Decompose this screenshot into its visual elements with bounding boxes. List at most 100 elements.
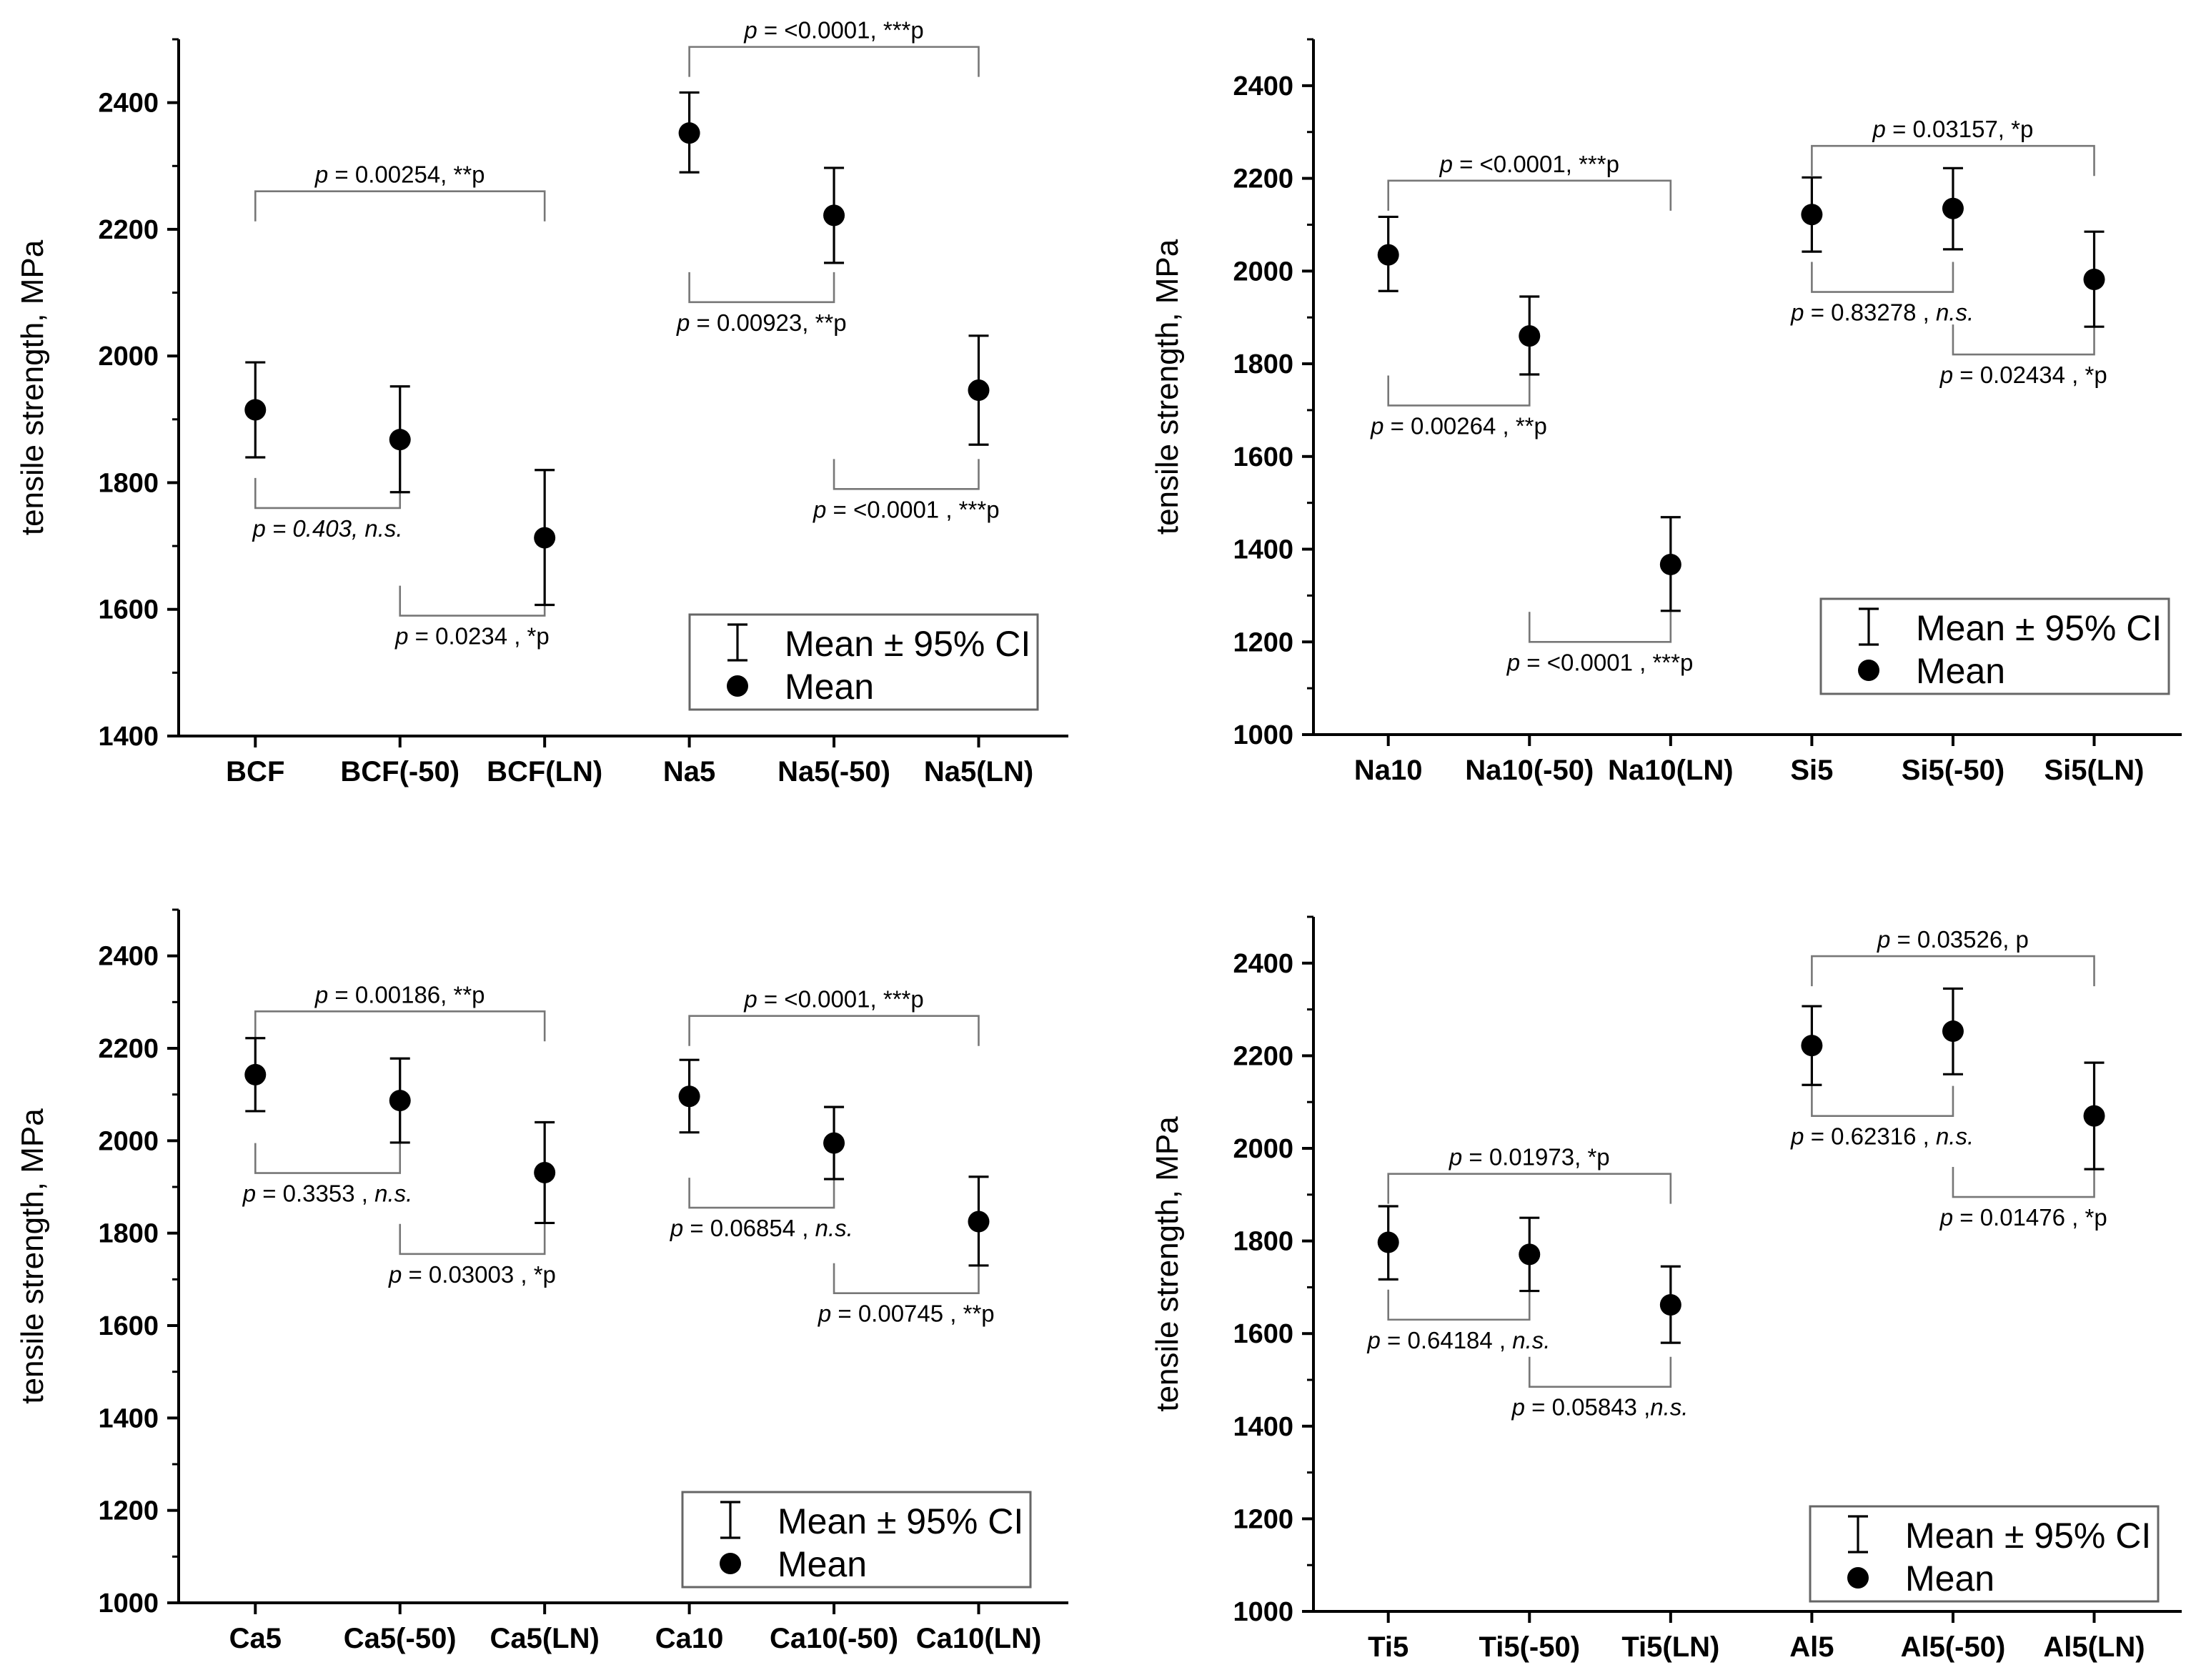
y-tick-label: 1000 [98,1589,159,1619]
significance-bracket: p = 0.0234 , *p [394,585,550,650]
significance-bracket: p = 0.00254, **p [254,161,546,222]
data-point-group [2083,1061,2105,1170]
y-tick-label: 2200 [1233,164,1293,194]
legend-entry-ci: Mean ± 95% CI [785,624,1030,664]
significance-bracket: p = 0.01973, *p [1387,1144,1672,1204]
y-tick-label: 1800 [98,1219,159,1249]
bracket-line [688,1015,980,1046]
mean-point [534,527,556,549]
y-tick-label: 1600 [1233,442,1293,472]
x-tick-label: Na10(LN) [1608,755,1734,786]
y-tick-label: 1600 [98,595,159,625]
mean-point [678,1085,700,1108]
legend-errorbar-icon [1848,1515,1868,1554]
mean-point [1519,325,1541,347]
bracket-line [399,585,546,617]
y-tick-label: 1200 [1233,1504,1293,1534]
legend-entry-ci: Mean ± 95% CI [1916,608,2162,648]
data-point-group [1519,295,1541,376]
significance-bracket: p = 0.05843 ,n.s. [1511,1356,1688,1421]
data-point-group [389,1057,411,1144]
y-tick-label: 1600 [98,1311,159,1341]
bracket-line [688,272,835,304]
x-tick-label: Na5(-50) [777,756,890,787]
x-tick-label: Ca10 [655,1623,724,1654]
mean-point [2083,269,2105,291]
y-tick-label: 1200 [98,1496,159,1526]
p-value-label: p = <0.0001 , ***p [1506,649,1694,675]
data-point-group [1801,176,1823,253]
p-value-label: p = 0.00186, **p [314,981,485,1008]
p-value-label: p = 0.02434 , *p [1939,362,2107,388]
p-value-label: p = 0.03157, *p [1872,116,2034,142]
mean-point [968,1211,990,1233]
mean-point [1942,1020,1964,1043]
y-tick-label: 2200 [1233,1041,1293,1071]
y-tick-label: 2200 [98,1034,159,1064]
mean-point [1942,197,1964,219]
x-tick-label: Ca5(-50) [344,1623,457,1654]
y-tick-label: 1400 [98,722,159,752]
y-tick-label: 2000 [1233,1134,1293,1164]
p-value-label: p = 0.62316 , n.s. [1790,1123,1974,1150]
data-point-group [1659,1265,1681,1344]
p-value-label: p = 0.03003 , *p [388,1261,556,1288]
p-value-label: p = <0.0001, ***p [743,986,923,1013]
y-tick-label: 1600 [1233,1319,1293,1349]
mean-point [2083,1105,2105,1127]
p-value-label: p = 0.3353 , n.s. [242,1181,413,1207]
bracket-line [254,190,546,222]
bracket-line [1528,1356,1672,1388]
bracket-line [1811,955,2095,987]
mean-point [244,1063,267,1085]
p-value-label: p = 0.06854 , n.s. [670,1215,853,1241]
mean-point [389,1090,411,1112]
legend-entry-mean: Mean [1916,651,2005,691]
legend-entry-mean: Mean [785,667,874,707]
x-tick-label: Na5(LN) [924,756,1033,787]
y-tick-label: 2400 [1233,71,1293,101]
mean-point [678,122,700,144]
p-value-label: p = 0.403, n.s. [252,515,402,542]
p-value-label: p = 0.00264 , **p [1370,412,1547,439]
significance-bracket: p = 0.02434 , *p [1939,324,2107,388]
legend-errorbar-icon [727,623,747,662]
legend-mean-icon [720,1553,741,1574]
significance-bracket: p = 0.83278 , n.s. [1790,262,1974,326]
x-tick-label: Ca10(-50) [770,1623,898,1654]
y-tick-label: 1200 [1233,627,1293,657]
data-point-group [1377,215,1399,292]
chart-svg-bottom-right: 1000 1200 1400 1600 1800 2000 2200 2400 tensile … [1150,915,2182,1663]
panel-bottom-right: 1000 1200 1400 1600 1800 2000 2200 2400 tensile … [1096,838,2191,1676]
x-tick-label: Ca10(LN) [916,1623,1042,1654]
x-tick-label: BCF(LN) [487,756,602,787]
p-value-label: p = 0.64184 , n.s. [1367,1327,1551,1353]
legend-mean-icon [1847,1567,1869,1589]
chart-svg-top-left: 1400 1600 1800 2000 2200 2400 tensile strength… [15,17,1068,787]
legend-entry-mean: Mean [1905,1559,1994,1599]
x-tick-label: BCF(-50) [340,756,459,787]
bracket-line [254,477,402,510]
bracket-line [1952,324,2095,356]
significance-bracket: p = <0.0001, ***p [1387,151,1672,211]
x-tick-label: Si5 [1790,755,1833,786]
chart-svg-bottom-left: 1000 1200 1400 1600 1800 2000 2200 2400 tensile … [15,908,1068,1654]
significance-bracket: p = 0.3353 , n.s. [242,1143,413,1207]
x-tick-label: BCF [226,756,284,787]
mean-point [534,1161,556,1183]
data-point-group [244,361,267,459]
x-tick-label: Ti5 [1368,1631,1408,1663]
mean-point [1801,204,1823,226]
significance-bracket: p = <0.0001 , ***p [813,459,1000,522]
significance-bracket: p = 0.62316 , n.s. [1790,1085,1974,1150]
data-point-group [1659,516,1681,612]
mean-point [1659,553,1681,575]
legend-errorbar-icon [1859,607,1879,646]
panel-bottom-left: 1000 1200 1400 1600 1800 2000 2200 2400 tensile … [0,838,1096,1676]
mean-point [1659,1294,1681,1316]
panel-top-right: 1000 1200 1400 1600 1800 2000 2200 2400 tensile … [1096,0,2191,838]
p-value-label: p = 0.83278 , n.s. [1790,299,1974,326]
data-point-group [678,1058,700,1134]
legend-entry-ci: Mean ± 95% CI [1905,1516,2151,1556]
